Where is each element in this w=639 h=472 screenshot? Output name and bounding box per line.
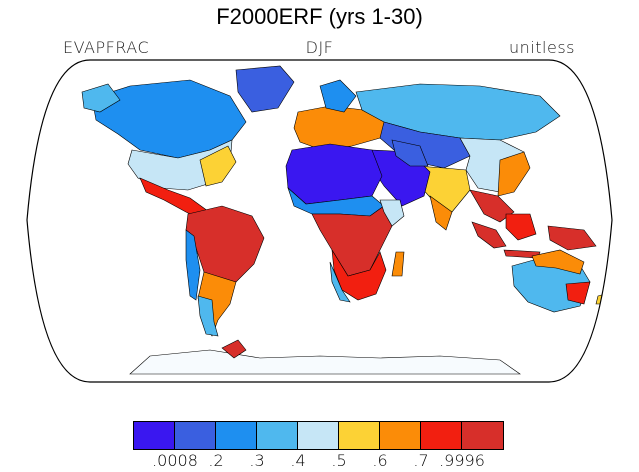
colorbar-box bbox=[298, 422, 339, 449]
colorbar-box bbox=[339, 422, 380, 449]
land-patagonia bbox=[197, 295, 219, 337]
units-label: unitless bbox=[509, 38, 575, 57]
land-east-asia-coast bbox=[497, 151, 531, 197]
land-us-east bbox=[199, 145, 237, 187]
land-new-zealand bbox=[595, 291, 612, 305]
variable-label: EVAPFRAC bbox=[63, 38, 150, 57]
land-sumatra bbox=[471, 221, 507, 249]
land-sahara bbox=[285, 143, 383, 205]
colorbar-box bbox=[380, 422, 421, 449]
colorbar-tick-label: .5 bbox=[331, 451, 347, 470]
land-east-africa bbox=[379, 199, 405, 227]
land-antarctic-peninsula bbox=[221, 339, 247, 359]
land-australia-north bbox=[531, 249, 585, 275]
colorbar-box bbox=[421, 422, 462, 449]
season-label: DJF bbox=[305, 38, 334, 57]
colorbar bbox=[133, 421, 504, 450]
land-siberia bbox=[355, 83, 561, 141]
colorbar-tick-label: .7 bbox=[413, 451, 429, 470]
land-alaska bbox=[81, 83, 121, 113]
globe-outline bbox=[26, 59, 613, 383]
land-australia-southeast bbox=[565, 281, 591, 305]
land-namibia bbox=[329, 261, 351, 303]
plot-title: F2000ERF (yrs 1-30) bbox=[216, 4, 423, 29]
colorbar-tick-label: .3 bbox=[249, 451, 265, 470]
land-new-guinea bbox=[547, 225, 597, 251]
colorbar-box bbox=[134, 422, 175, 449]
land-andes bbox=[185, 229, 201, 301]
colorbar-box bbox=[216, 422, 257, 449]
land-antarctica bbox=[129, 349, 521, 375]
land-iran bbox=[391, 139, 429, 167]
colorbar-tick-label: .2 bbox=[208, 451, 224, 470]
land-india-south bbox=[429, 195, 453, 231]
colorbar-box bbox=[462, 422, 503, 449]
colorbar-box bbox=[175, 422, 216, 449]
land-central-africa bbox=[311, 205, 393, 277]
land-madagascar bbox=[391, 251, 405, 277]
land-greenland bbox=[235, 65, 295, 113]
colorbar-tick-label: .0008 bbox=[152, 451, 198, 470]
colorbar-box bbox=[257, 422, 298, 449]
colorbar-tick-label: .4 bbox=[290, 451, 306, 470]
land-scandinavia bbox=[319, 79, 357, 113]
land-borneo bbox=[505, 213, 537, 241]
colorbar-tick-label: .9996 bbox=[439, 451, 485, 470]
colorbar-tick-label: .6 bbox=[372, 451, 388, 470]
